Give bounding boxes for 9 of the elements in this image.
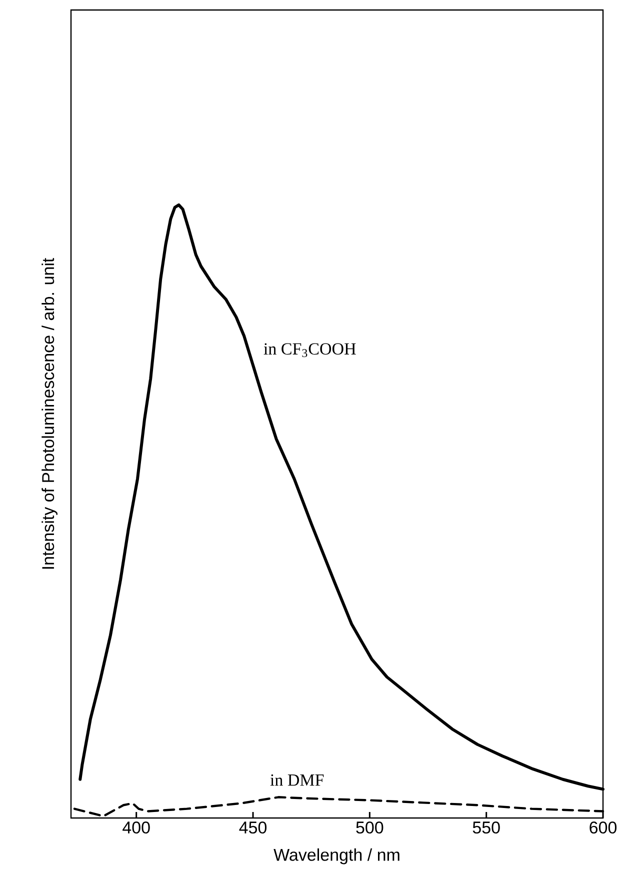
series-label: in CF$_{3}$COOH: [264, 343, 356, 358]
x-tick-label: 600: [590, 822, 617, 834]
y-axis-title: Intensity of Photoluminescence / arb. unit: [42, 258, 58, 569]
x-tick-label: 500: [356, 822, 384, 834]
x-tick-label: 550: [472, 822, 500, 834]
x-tick-label: 450: [239, 822, 267, 834]
series-label: in DMF: [270, 774, 324, 786]
x-tick-label: 400: [122, 822, 150, 834]
x-axis-title: Wavelength / nm: [274, 848, 400, 864]
